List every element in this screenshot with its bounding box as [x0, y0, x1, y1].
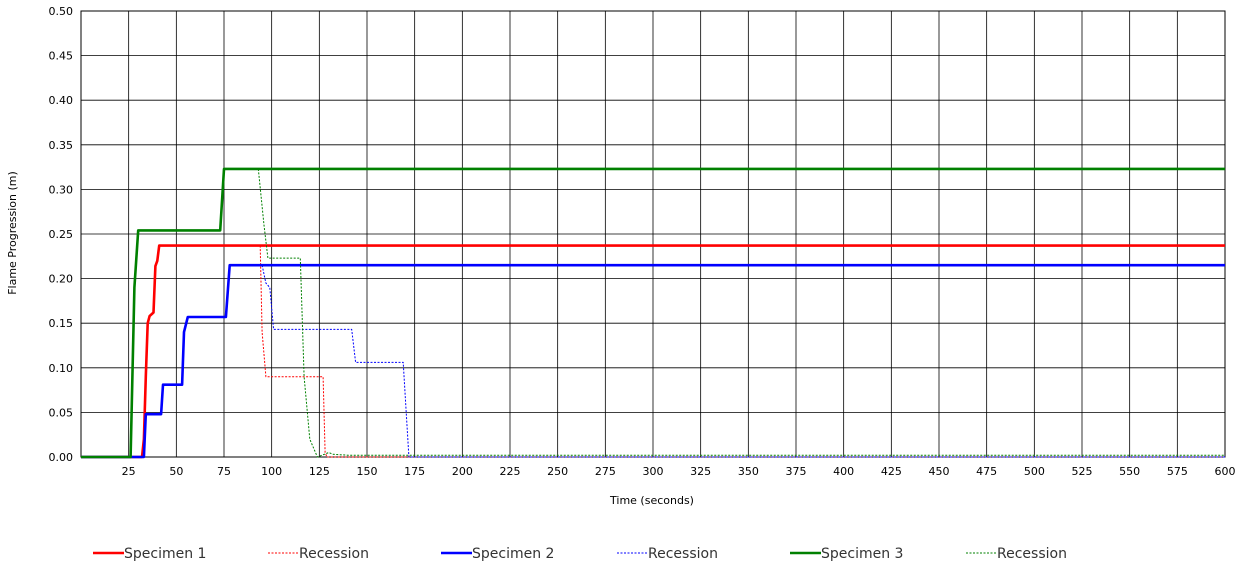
- legend-label: Recession: [648, 546, 718, 562]
- y-tick-label: 0.20: [49, 273, 74, 286]
- legend-label: Specimen 1: [124, 546, 206, 562]
- grid: [80, 10, 1226, 458]
- x-tick-label: 450: [929, 465, 950, 478]
- x-tick-label: 100: [261, 465, 282, 478]
- x-tick-label: 600: [1215, 465, 1236, 478]
- x-axis-ticks: 25 50 75 100 125 150 175 200 225 250 275 300 325 350 3…: [122, 465, 1236, 478]
- x-tick-label: 125: [309, 465, 330, 478]
- x-tick-label: 425: [881, 465, 902, 478]
- x-tick-label: 525: [1072, 465, 1093, 478]
- series-layer: [81, 167, 1225, 459]
- x-tick-label: 300: [643, 465, 664, 478]
- x-tick-label: 275: [595, 465, 616, 478]
- x-tick-label: 200: [452, 465, 473, 478]
- series-line-6: [257, 168, 1225, 458]
- x-tick-label: 500: [1024, 465, 1045, 478]
- x-tick-label: 50: [169, 465, 183, 478]
- x-tick-label: 375: [786, 465, 807, 478]
- y-axis-title: Flame Progression (m): [6, 171, 19, 295]
- x-axis-title: Time (seconds): [609, 494, 694, 507]
- legend: Specimen 1 Recession Specimen 2 Recession Sp…: [93, 546, 1067, 562]
- x-tick-label: 350: [738, 465, 759, 478]
- y-axis-ticks: 0.00 0.05 0.10 0.15 0.20 0.25 0.30 0.35 0.40 0.45…: [49, 5, 74, 464]
- x-tick-label: 325: [690, 465, 711, 478]
- x-tick-label: 250: [547, 465, 568, 478]
- x-tick-label: 175: [404, 465, 425, 478]
- legend-label: Recession: [299, 546, 369, 562]
- y-tick-label: 0.30: [49, 183, 74, 196]
- y-tick-label: 0.25: [49, 228, 74, 241]
- x-tick-label: 575: [1167, 465, 1188, 478]
- x-tick-label: 25: [122, 465, 136, 478]
- x-tick-label: 225: [500, 465, 521, 478]
- legend-label: Recession: [997, 546, 1067, 562]
- series-line-4: [261, 265, 1225, 458]
- x-tick-label: 150: [357, 465, 378, 478]
- series-line-2: [259, 245, 1225, 458]
- x-tick-label: 400: [833, 465, 854, 478]
- x-tick-label: 550: [1119, 465, 1140, 478]
- y-tick-label: 0.40: [49, 94, 74, 107]
- y-tick-label: 0.35: [49, 139, 74, 152]
- legend-label: Specimen 3: [821, 546, 903, 562]
- y-tick-label: 0.10: [49, 362, 74, 375]
- series-line-3: [81, 263, 1225, 459]
- y-tick-label: 0.00: [49, 451, 74, 464]
- legend-label: Specimen 2: [472, 546, 554, 562]
- x-tick-label: 75: [217, 465, 231, 478]
- y-tick-label: 0.05: [49, 406, 74, 419]
- series-line-5: [81, 167, 1225, 459]
- y-tick-label: 0.50: [49, 5, 74, 18]
- y-tick-label: 0.45: [49, 50, 74, 63]
- x-tick-label: 475: [976, 465, 997, 478]
- y-tick-label: 0.15: [49, 317, 74, 330]
